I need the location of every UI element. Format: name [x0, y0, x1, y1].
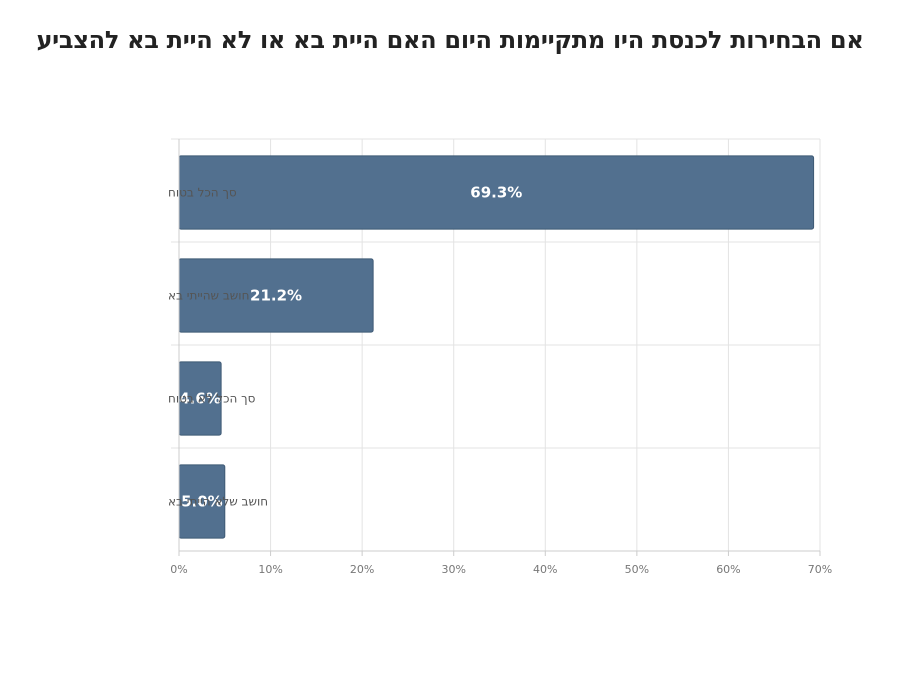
x-tick-label: 40%: [533, 563, 557, 576]
label-layer: 0% 10% 20% 30% 40% 50% 60% 70% 69.3% סך הכל בטוח 2…: [168, 184, 832, 577]
x-tick-label: 60%: [716, 563, 740, 576]
axis-layer: [178, 139, 821, 556]
category-label: חושב שלא הייתי בא: [168, 495, 268, 509]
x-tick-label: 20%: [350, 563, 374, 576]
x-tick-label: 10%: [258, 563, 282, 576]
data-label: 5.0%: [181, 493, 223, 511]
chart-title: אם הבחירות לכנסת היו מתקיימות היום האם ה…: [36, 26, 864, 54]
x-tick-label: 70%: [808, 563, 832, 576]
category-label: חושב שהייתי בא: [168, 289, 249, 303]
category-label: סך הכל לא בטוח: [168, 392, 256, 406]
data-label: 69.3%: [470, 184, 522, 202]
x-tick-label: 50%: [625, 563, 649, 576]
data-label: 4.6%: [179, 390, 221, 408]
bar-layer: [178, 155, 815, 539]
data-label: 21.2%: [250, 287, 302, 305]
category-label: סך הכל בטוח: [168, 186, 237, 200]
x-tick-label: 30%: [441, 563, 465, 576]
x-tick-label: 0%: [170, 563, 187, 576]
